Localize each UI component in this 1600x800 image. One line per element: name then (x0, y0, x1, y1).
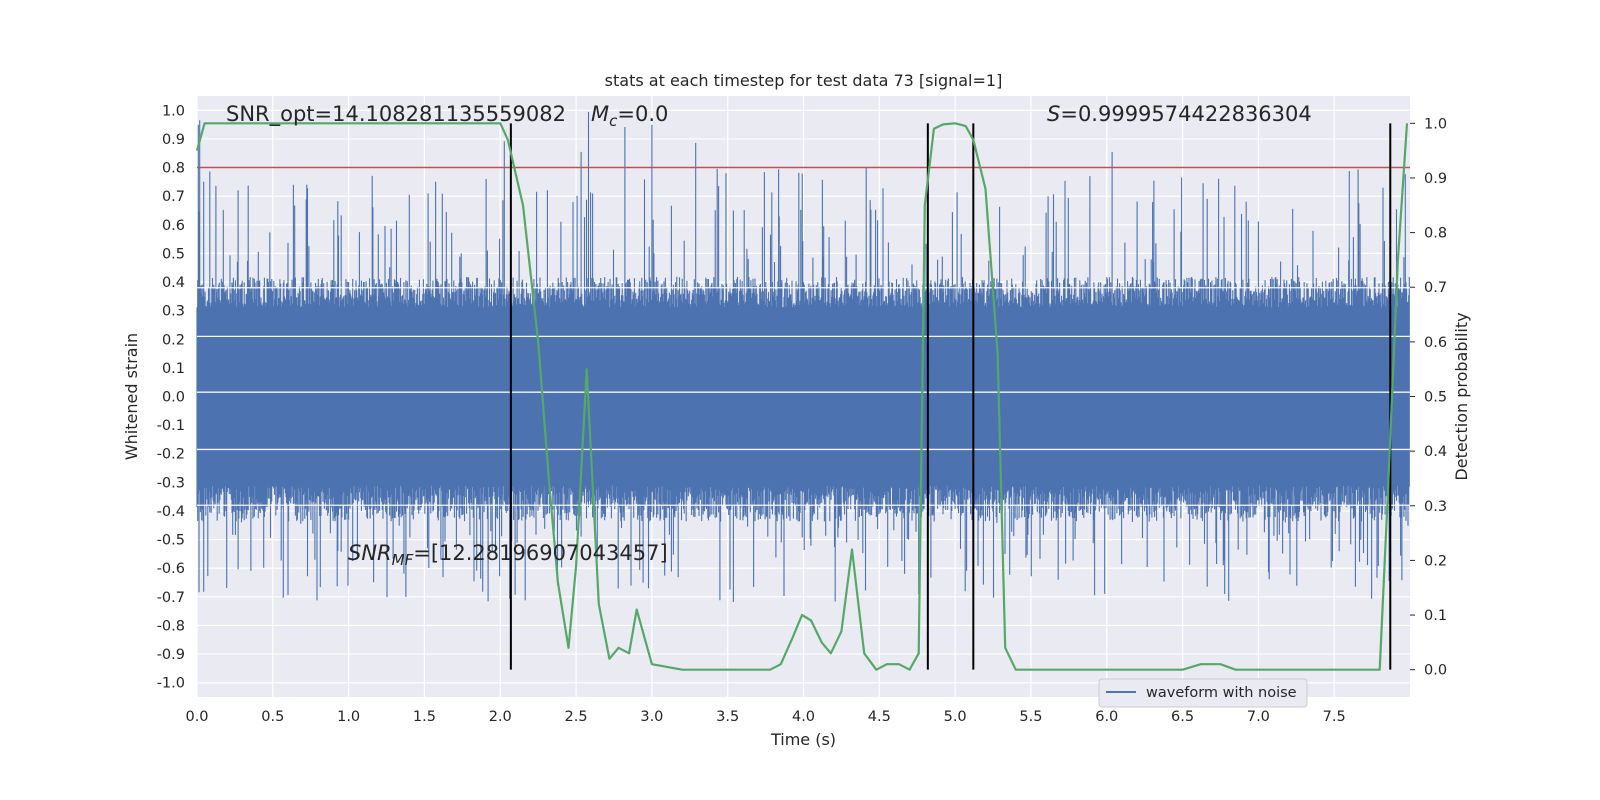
y-tick-label-right: 0.2 (1424, 553, 1447, 569)
probability-line (195, 122, 1409, 671)
y-tick-label-right: 1.0 (1424, 116, 1447, 132)
y-tick-label-right: 0.9 (1424, 171, 1447, 187)
y-tick-label-right: 0.4 (1424, 444, 1447, 460)
x-tick-label: 6.5 (1171, 709, 1194, 725)
y-tick-label-right: 0.3 (1424, 499, 1447, 515)
y-tick-label-right: 0.1 (1424, 608, 1447, 624)
y-tick-label-left: -0.8 (157, 618, 185, 634)
s-symbol: S (1047, 102, 1060, 126)
y-tick-label-left: 0.9 (162, 132, 185, 148)
y-tick-label-right: 0.8 (1424, 226, 1447, 242)
waveform-series (196, 111, 1410, 602)
y-tick-label-left: -0.9 (157, 647, 185, 663)
legend-label-waveform: waveform with noise (1146, 685, 1297, 701)
y-tick-label-left: 0.2 (162, 332, 185, 348)
x-tick-label: 2.5 (565, 709, 588, 725)
x-tick-label: 6.0 (1095, 709, 1118, 725)
y-tick-label-right: 0.6 (1424, 335, 1447, 351)
y-tick-label-left: -0.6 (157, 561, 185, 577)
mc-symbol: M (591, 102, 609, 126)
y-tick-label-left: 0.4 (162, 275, 185, 291)
snr-mf-symbol: SNR (348, 541, 392, 565)
s-value: =0.9999574422836304 (1060, 102, 1311, 126)
statistic-annotation: S=0.9999574422836304 (1047, 102, 1312, 126)
y-tick-label-left: -1.0 (157, 676, 185, 692)
x-tick-label: 5.0 (944, 709, 967, 725)
snr-opt-annotation: SNR_opt=14.108281135559082 (226, 102, 566, 127)
snr-mf-subscript: MF (392, 551, 414, 569)
x-tick-label: 0.0 (185, 709, 208, 725)
y-tick-label-left: 1.0 (162, 103, 185, 119)
y-tick-label-left: -0.4 (157, 504, 185, 520)
y-tick-label-left: -0.2 (157, 447, 185, 463)
probability-series (195, 122, 1409, 671)
tick-labels: 0.0 0.5 1.0 1.5 2.0 2.5 3.0 3.5 4.0 4.5 5.0 5.5 6.0 6… (157, 103, 1447, 725)
y-tick-label-left: 0.3 (162, 304, 185, 320)
y-tick-label-left: -0.1 (157, 418, 185, 434)
y-tick-label-left: -0.5 (157, 533, 185, 549)
mc-value: =0.0 (617, 102, 668, 126)
x-tick-label: 3.0 (640, 709, 663, 725)
y-tick-label-left: 0.0 (162, 390, 185, 406)
x-tick-label: 3.5 (716, 709, 739, 725)
vertical-markers (509, 123, 1392, 670)
x-tick-label: 1.0 (337, 709, 360, 725)
y-tick-label-left: 0.5 (162, 246, 185, 262)
y-tick-label-right: 0.5 (1424, 390, 1447, 406)
x-tick-label: 0.5 (261, 709, 284, 725)
snr-mf-annotation: SNRMF=[12.28196907043457] (348, 541, 668, 569)
legend: waveform with noise (1098, 678, 1308, 708)
x-tick-label: 4.0 (792, 709, 815, 725)
x-tick-label: 4.5 (868, 709, 891, 725)
x-axis-label: Time (s) (770, 730, 836, 749)
legend-box (1098, 678, 1308, 708)
y-axis-label-right: Detection probability (1452, 312, 1471, 480)
snr-mf-value: =[12.28196907043457] (413, 541, 667, 565)
y-tick-label-left: -0.3 (157, 475, 185, 491)
x-tick-label: 7.5 (1323, 709, 1346, 725)
mc-subscript: c (609, 112, 618, 130)
y-tick-label-right: 0.7 (1424, 280, 1447, 296)
y-tick-label-left: 0.1 (162, 361, 185, 377)
y-tick-label-left: 0.6 (162, 218, 185, 234)
x-tick-label: 2.0 (489, 709, 512, 725)
y-tick-label-right: 0.0 (1424, 663, 1447, 679)
y-tick-label-left: -0.7 (157, 590, 185, 606)
chart-title: stats at each timestep for test data 73 … (605, 71, 1003, 90)
y-tick-label-left: 0.7 (162, 189, 185, 205)
x-tick-label: 5.5 (1019, 709, 1042, 725)
y-axis-label-left: Whitened strain (122, 333, 141, 460)
x-tick-label: 7.0 (1247, 709, 1270, 725)
chirp-mass-annotation: Mc=0.0 (591, 102, 668, 130)
x-tick-label: 1.5 (413, 709, 436, 725)
y-tick-label-left: 0.8 (162, 161, 185, 177)
